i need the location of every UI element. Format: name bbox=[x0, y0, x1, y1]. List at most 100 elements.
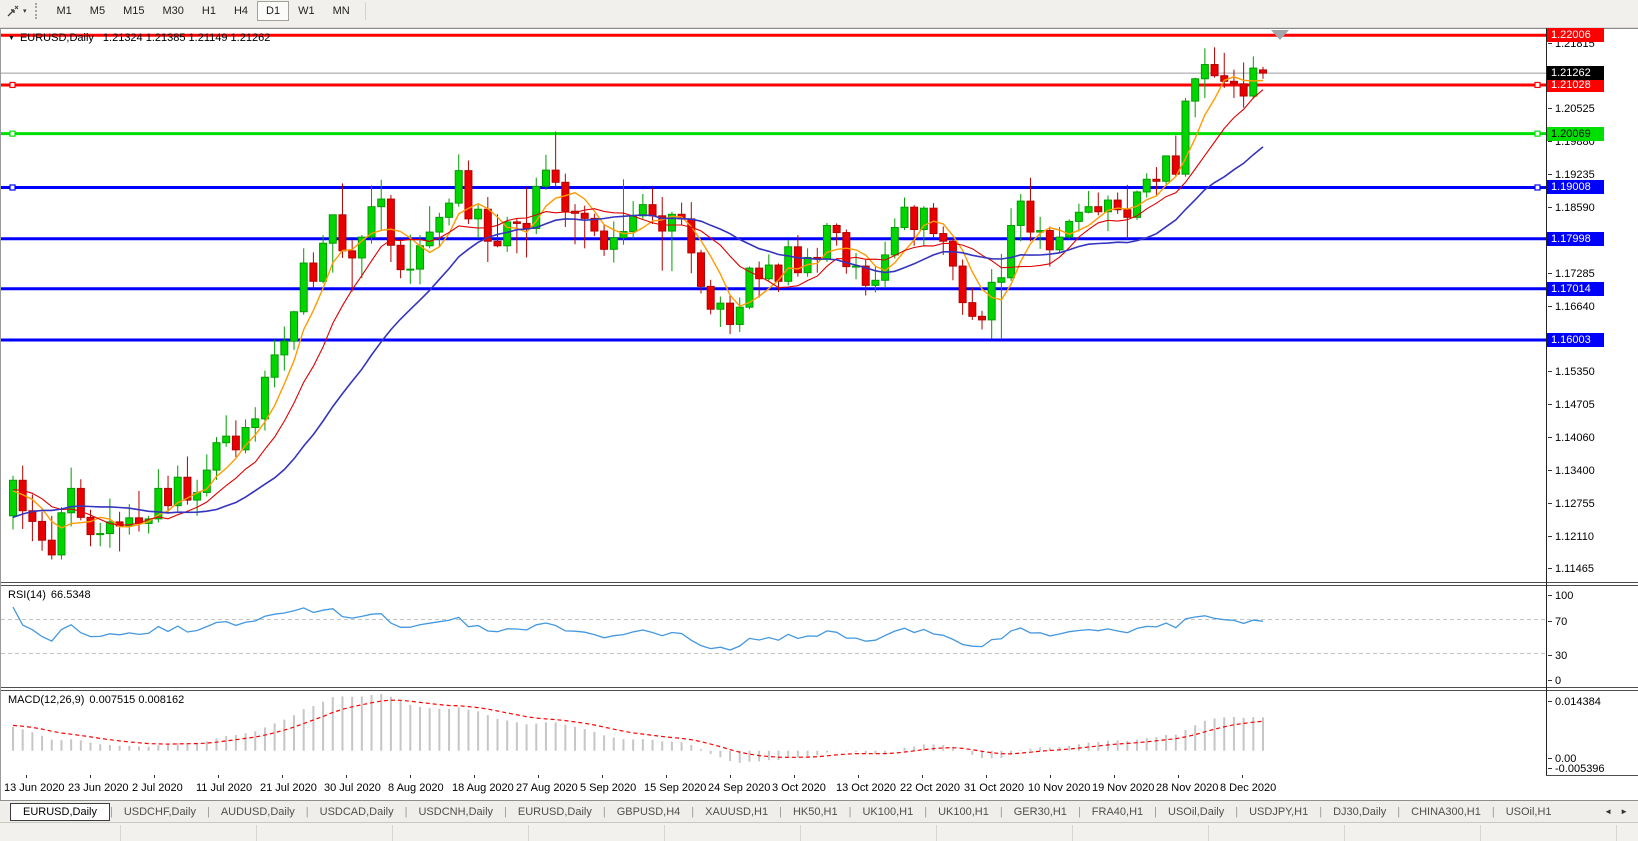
timeframe-button-MN[interactable]: MN bbox=[332, 5, 350, 17]
panel-separator[interactable] bbox=[1, 687, 1638, 691]
chart-tab-UK100-H1[interactable]: UK100,H1 bbox=[862, 805, 914, 818]
status-separator bbox=[392, 825, 393, 841]
chart-tab-DJ30-Daily[interactable]: DJ30,Daily bbox=[1333, 805, 1387, 818]
price-tick-label: 1.16640 bbox=[1548, 301, 1595, 313]
rsi-axis-label: 70 bbox=[1548, 616, 1567, 628]
chart-tab-AUDUSD-Daily[interactable]: AUDUSD,Daily bbox=[220, 805, 295, 818]
hline-handle[interactable] bbox=[1534, 81, 1541, 89]
rsi-panel[interactable] bbox=[1, 586, 1546, 687]
macd-panel[interactable] bbox=[1, 691, 1546, 775]
candle-body bbox=[861, 265, 870, 286]
candle-body bbox=[18, 479, 27, 512]
date-label: 10 Nov 2020 bbox=[1028, 782, 1091, 794]
rsi-axis-label: 30 bbox=[1548, 650, 1567, 662]
candle-body bbox=[832, 224, 841, 234]
status-separator bbox=[1616, 825, 1617, 841]
timeframe-button-M1[interactable]: M1 bbox=[56, 5, 72, 17]
candle-body bbox=[435, 216, 444, 233]
timeframe-button-M5[interactable]: M5 bbox=[89, 5, 106, 17]
candle-body bbox=[1007, 224, 1016, 279]
tab-separator: | bbox=[602, 805, 606, 818]
chart-tab-GBPUSD-H4[interactable]: GBPUSD,H4 bbox=[616, 805, 681, 818]
main-price-chart[interactable] bbox=[1, 28, 1546, 582]
hline-handle[interactable] bbox=[1534, 130, 1541, 137]
rsi-axis-label: 100 bbox=[1548, 590, 1573, 602]
chart-tab-USDCNH-Daily[interactable]: USDCNH,Daily bbox=[418, 805, 494, 818]
price-tick-label: 1.17285 bbox=[1548, 268, 1595, 280]
candle-body bbox=[328, 214, 337, 244]
candle-body bbox=[1094, 206, 1103, 213]
candle-body bbox=[735, 306, 744, 325]
timeframe-button-W1[interactable]: W1 bbox=[298, 5, 315, 17]
date-tick bbox=[346, 775, 347, 778]
tabs-scroll-left-icon[interactable]: ◄ bbox=[1604, 807, 1613, 816]
hline-handle[interactable] bbox=[9, 184, 16, 191]
timeframe-button-H4[interactable]: H4 bbox=[233, 5, 249, 17]
date-label: 13 Oct 2020 bbox=[836, 782, 896, 794]
date-tick bbox=[474, 775, 475, 778]
ma-medium-line bbox=[12, 89, 1264, 526]
date-label: 15 Sep 2020 bbox=[644, 782, 707, 794]
candle-body bbox=[1045, 230, 1054, 251]
macd-axis-label: 0.014384 bbox=[1548, 696, 1601, 708]
chart-tab-USOil-Daily[interactable]: USOil,Daily bbox=[1168, 805, 1225, 818]
candle-body bbox=[696, 252, 705, 287]
timeframe-button-H1[interactable]: H1 bbox=[201, 5, 216, 17]
ma-fast-line bbox=[12, 76, 1264, 529]
chart-top-border bbox=[1, 28, 1638, 29]
chart-tab-HK50-H1[interactable]: HK50,H1 bbox=[792, 805, 838, 818]
hline-handle[interactable] bbox=[9, 81, 16, 89]
candle-body bbox=[1171, 155, 1180, 175]
chart-symbol-label: EURUSD,Daily bbox=[19, 32, 94, 44]
hline-price-label: 1.19008 bbox=[1547, 180, 1604, 194]
rsi-value: 66.5348 bbox=[50, 589, 91, 601]
date-label: 31 Oct 2020 bbox=[964, 782, 1024, 794]
date-tick bbox=[538, 775, 539, 778]
status-separator bbox=[936, 825, 937, 841]
chart-tab-EURUSD-Daily[interactable]: EURUSD,Daily bbox=[517, 805, 592, 818]
chart-tab-USDCAD-Daily[interactable]: USDCAD,Daily bbox=[319, 805, 394, 818]
timeframe-button-M30[interactable]: M30 bbox=[162, 5, 184, 17]
candle-body bbox=[125, 517, 134, 527]
chart-tab-USDJPY-H1[interactable]: USDJPY,H1 bbox=[1249, 805, 1309, 818]
chart-shift-marker-icon[interactable] bbox=[1271, 30, 1289, 40]
candle-body bbox=[793, 246, 802, 274]
candle-body bbox=[1181, 100, 1190, 175]
timeframe-button-D1[interactable]: D1 bbox=[257, 1, 290, 21]
chart-tab-bar: EURUSD,Daily | USDCHF,Daily | AUDUSD,Daily | U… bbox=[0, 800, 1638, 822]
chart-window[interactable]: ▼ EURUSD,Daily 1.21324 1.21385 1.21149 1… bbox=[0, 28, 1638, 800]
tab-separator: | bbox=[404, 805, 408, 818]
chart-tab-UK100-H1[interactable]: UK100,H1 bbox=[938, 805, 989, 818]
chart-tab-USDCHF-Daily[interactable]: USDCHF,Daily bbox=[123, 805, 196, 818]
candle-body bbox=[9, 479, 17, 517]
hline-handle[interactable] bbox=[1534, 184, 1541, 191]
toolbar-grip[interactable] bbox=[34, 3, 42, 19]
candle-body bbox=[716, 302, 725, 310]
date-tick bbox=[922, 775, 923, 778]
candle-body bbox=[745, 267, 754, 308]
chart-tab-EURUSD-Daily[interactable]: EURUSD,Daily bbox=[10, 802, 110, 821]
candle-body bbox=[1016, 200, 1025, 226]
cursor-tool-icon[interactable] bbox=[4, 3, 22, 19]
candle-body bbox=[357, 236, 366, 259]
chart-tab-GER30-H1[interactable]: GER30,H1 bbox=[1013, 805, 1067, 818]
candle-body bbox=[396, 244, 405, 271]
chart-tab-XAUUSD-H1[interactable]: XAUUSD,H1 bbox=[705, 805, 769, 818]
candle-body bbox=[154, 487, 163, 520]
candle-body bbox=[406, 268, 415, 271]
chart-context-arrow-icon[interactable]: ▼ bbox=[8, 34, 15, 42]
chart-tab-CHINA300-H1[interactable]: CHINA300,H1 bbox=[1411, 805, 1481, 818]
status-separator bbox=[1344, 825, 1345, 841]
candle-body bbox=[522, 222, 531, 230]
hline-handle[interactable] bbox=[9, 130, 16, 137]
chart-tab-FRA40-H1[interactable]: FRA40,H1 bbox=[1091, 805, 1144, 818]
candle-body bbox=[551, 169, 560, 183]
price-tick-label: 1.12755 bbox=[1548, 498, 1595, 510]
date-label: 2 Jul 2020 bbox=[132, 782, 183, 794]
chart-tab-USOil-H1[interactable]: USOil,H1 bbox=[1505, 805, 1552, 818]
tabs-scroll-right-icon[interactable]: ► bbox=[1620, 807, 1628, 816]
cursor-tool-dropdown-icon[interactable]: ▾ bbox=[23, 8, 27, 15]
panel-separator[interactable] bbox=[1, 582, 1638, 586]
timeframe-button-M15[interactable]: M15 bbox=[123, 5, 145, 17]
candle-body bbox=[978, 315, 986, 321]
